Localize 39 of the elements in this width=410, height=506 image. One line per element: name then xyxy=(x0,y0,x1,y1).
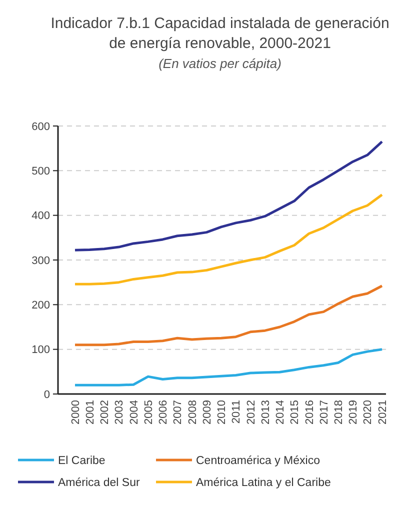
legend-label: El Caribe xyxy=(58,455,106,468)
x-tick-label: 2010 xyxy=(216,400,228,424)
x-tick-label: 2016 xyxy=(304,400,316,424)
chart-subtitle: (En vatios per cápita) xyxy=(158,56,282,71)
legend-label: América del Sur xyxy=(58,477,140,490)
legend-label: América Latina y el Caribe xyxy=(196,477,331,490)
x-tick-label: 2006 xyxy=(158,400,170,424)
y-tick-label: 200 xyxy=(32,300,50,312)
y-tick-label: 600 xyxy=(32,120,50,133)
x-tick-label: 2003 xyxy=(114,400,126,424)
x-tick-label: 2015 xyxy=(289,400,302,424)
y-tick-label: 100 xyxy=(32,344,50,356)
x-tick-label: 2002 xyxy=(99,400,112,424)
line-series xyxy=(74,348,384,386)
y-tick-label: 0 xyxy=(44,388,50,401)
legend-label: Centroamérica y México xyxy=(196,455,320,468)
y-tick-label: 400 xyxy=(32,210,50,222)
chart-title: Indicador 7.b.1 Capacidad instalada de generación de energía renovable, 2000-2021 xyxy=(50,15,390,52)
x-tick-label: 2004 xyxy=(128,400,140,424)
line-series xyxy=(74,284,384,346)
x-tick-label: 2009 xyxy=(201,400,214,424)
x-tick-label: 2017 xyxy=(318,400,330,424)
x-tick-label: 2008 xyxy=(186,400,199,424)
x-tick-label: 2001 xyxy=(84,400,96,424)
x-tick-label: 2000 xyxy=(70,400,82,424)
x-tick-label: 2013 xyxy=(260,400,272,424)
x-tick-label: 2019 xyxy=(348,400,360,424)
x-tick-label: 2014 xyxy=(274,400,287,424)
x-tick-label: 2007 xyxy=(172,400,184,424)
y-tick-label: 300 xyxy=(32,254,50,267)
x-tick-label: 2018 xyxy=(332,400,345,424)
x-tick-label: 2005 xyxy=(142,400,155,424)
x-tick-label: 2012 xyxy=(245,400,258,424)
y-tick-label: 500 xyxy=(32,166,50,178)
x-tick-label: 2021 xyxy=(376,400,389,424)
line-series xyxy=(74,194,384,286)
x-tick-label: 2020 xyxy=(362,400,374,424)
line-series xyxy=(74,140,384,252)
x-tick-label: 2011 xyxy=(230,400,243,424)
